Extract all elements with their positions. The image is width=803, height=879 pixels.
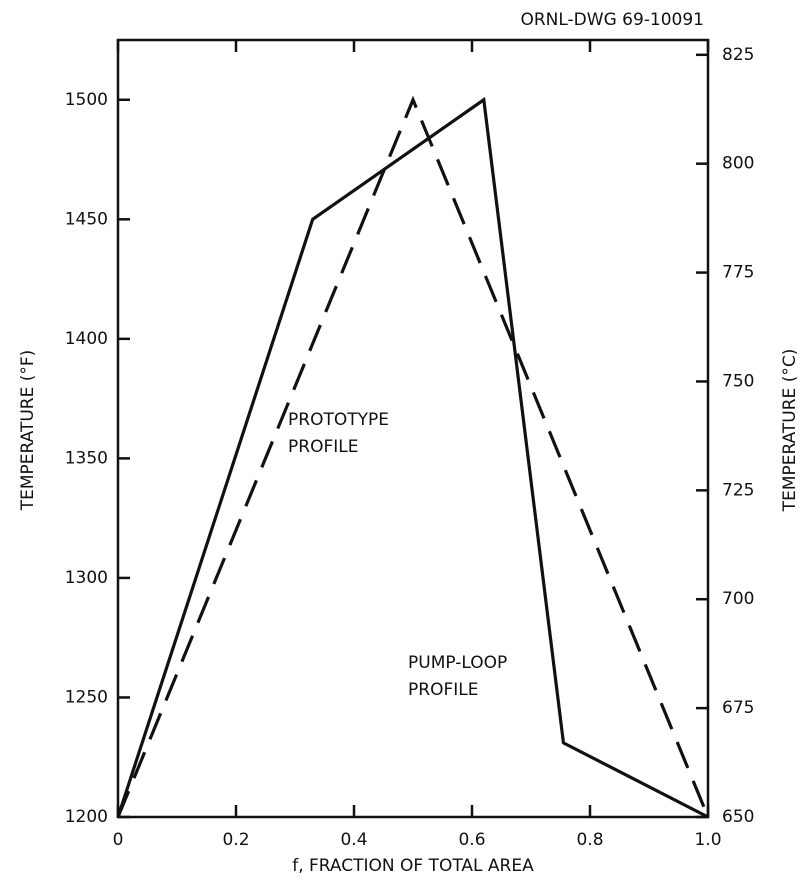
x-tick-label: 0.4 — [340, 830, 367, 850]
x-axis-label: f, FRACTION OF TOTAL AREA — [292, 856, 534, 876]
y-axis-label: TEMPERATURE (°F) — [18, 350, 38, 512]
y2-tick-label: 825 — [722, 45, 754, 65]
series-line — [116, 96, 709, 819]
y2-tick-label: 725 — [722, 480, 754, 500]
y-tick-label: 1250 — [65, 687, 108, 707]
x-tick-label: 0.8 — [576, 830, 603, 850]
series-line — [116, 95, 710, 818]
y2-axis-label: TEMPERATURE (°C) — [780, 349, 800, 513]
y2-tick-label: 750 — [722, 371, 754, 391]
x-tick-label: 0.6 — [458, 830, 485, 850]
y2-tick-label: 800 — [722, 154, 754, 174]
y-tick-label: 1200 — [65, 807, 108, 827]
plot-frame — [116, 38, 710, 819]
y2-tick-label: 700 — [722, 589, 754, 609]
y-tick-label: 1300 — [65, 568, 108, 588]
series-label: PUMP-LOOP PROFILE — [408, 653, 507, 700]
x-tick-label: 0 — [113, 830, 124, 850]
y2-tick-label: 775 — [722, 263, 754, 283]
series-label: PROTOTYPE PROFILE — [288, 410, 389, 457]
y2-tick-label: 650 — [722, 807, 754, 827]
x-tick-label: 1.0 — [694, 830, 721, 850]
y-tick-label: 1350 — [65, 448, 108, 468]
y-tick-label: 1450 — [65, 209, 108, 229]
y-tick-label: 1400 — [65, 329, 108, 349]
y-tick-label: 1500 — [65, 90, 108, 110]
drawing-number: ORNL-DWG 69-10091 — [520, 10, 704, 30]
x-tick-label: 0.2 — [222, 830, 249, 850]
y2-tick-label: 675 — [722, 698, 754, 718]
